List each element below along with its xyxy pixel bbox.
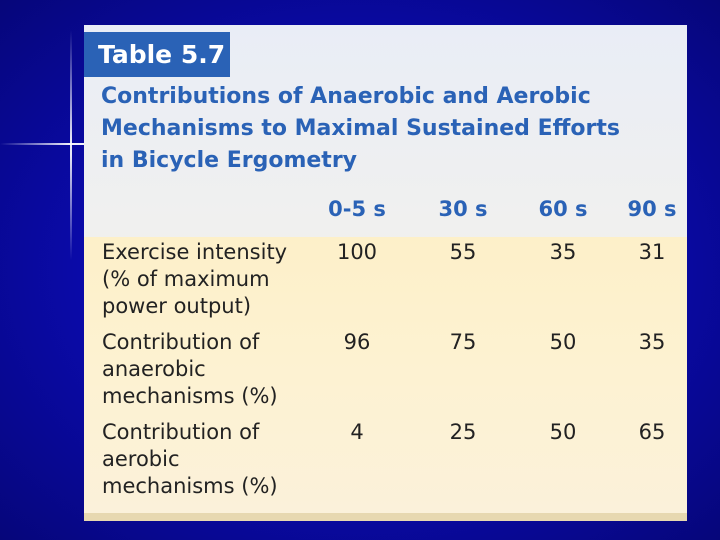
table-figure: Table 5.7 Contributions of Anaerobic and…: [84, 25, 687, 521]
column-header: 0-5 s: [328, 197, 386, 221]
table-cell: 50: [549, 420, 577, 444]
column-header: 30 s: [438, 197, 488, 221]
row-label: Exercise intensity (% of maximum power o…: [102, 240, 288, 318]
table-title-line: Mechanisms to Maximal Sustained Efforts: [101, 116, 620, 141]
table-body-band: [84, 237, 687, 513]
table-cell: 65: [638, 420, 666, 444]
lens-flare-vertical: [70, 30, 72, 260]
row-label: Contribution of anaerobic mechanisms (%): [102, 330, 278, 408]
table-cell: 4: [350, 420, 364, 444]
table-cell: 55: [449, 240, 477, 264]
table-title-line: Contributions of Anaerobic and Aerobic: [101, 84, 591, 109]
row-label: Contribution of aerobic mechanisms (%): [102, 420, 278, 498]
column-header: 90 s: [627, 197, 677, 221]
table-title-line: in Bicycle Ergometry: [101, 148, 358, 173]
table-cell: 50: [549, 330, 577, 354]
table-cell: 35: [638, 330, 666, 354]
table-cell: 35: [549, 240, 577, 264]
table-number-label: Table 5.7: [84, 32, 230, 77]
table-cell: 31: [638, 240, 666, 264]
column-header: 60 s: [538, 197, 588, 221]
table-bottom-edge: [84, 513, 687, 521]
table-title: Contributions of Anaerobic and Aerobic M…: [101, 81, 681, 177]
column-header-row: 0-5 s 30 s 60 s 90 s: [84, 193, 687, 225]
table-cell: 75: [449, 330, 477, 354]
table-cell: 25: [449, 420, 477, 444]
table-cell: 100: [336, 240, 378, 264]
table-cell: 96: [343, 330, 371, 354]
